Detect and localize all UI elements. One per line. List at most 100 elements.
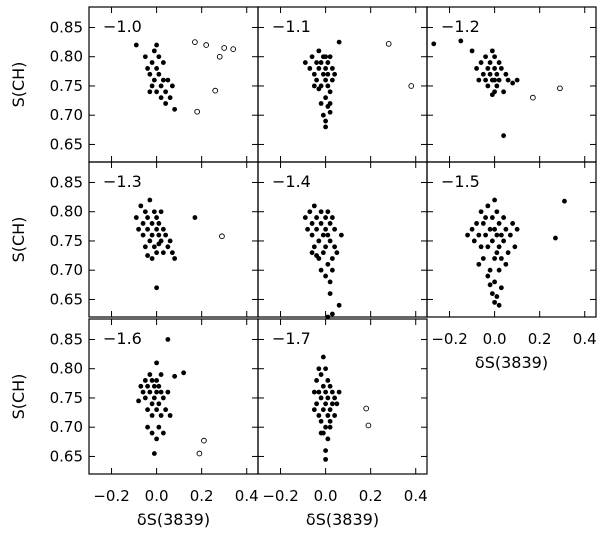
filled-data-point: [487, 71, 493, 77]
filled-data-point: [323, 215, 328, 220]
filled-data-point: [483, 54, 488, 60]
filled-data-point: [151, 383, 157, 389]
filled-data-point: [496, 302, 502, 308]
open-data-point: [219, 233, 225, 240]
filled-data-point: [487, 226, 493, 232]
filled-data-point: [334, 401, 340, 407]
filled-data-point: [154, 215, 160, 220]
filled-data-point: [323, 118, 328, 124]
filled-data-point: [332, 413, 338, 418]
filled-data-point: [145, 215, 150, 220]
filled-data-point: [512, 244, 518, 250]
filled-data-point: [316, 238, 322, 244]
filled-data-point: [498, 232, 504, 238]
filled-data-point: [483, 215, 488, 220]
y-tick-label: 0.75: [50, 232, 83, 250]
filled-data-point: [501, 133, 507, 139]
filled-data-point: [327, 54, 333, 60]
filled-data-point: [489, 92, 495, 98]
filled-data-point: [163, 407, 169, 413]
filled-data-point: [136, 398, 141, 404]
filled-data-point: [140, 389, 146, 395]
filled-data-point: [489, 238, 495, 244]
filled-data-point: [149, 221, 155, 226]
filled-data-point: [325, 413, 331, 418]
filled-data-point: [169, 250, 175, 256]
filled-data-point: [327, 418, 333, 424]
filled-data-point: [318, 221, 324, 226]
filled-data-point: [492, 66, 497, 71]
filled-data-point: [151, 77, 157, 83]
filled-data-point: [314, 60, 319, 65]
filled-data-point: [309, 54, 315, 60]
filled-data-point: [167, 95, 173, 101]
filled-data-point: [485, 273, 491, 279]
filled-data-point: [327, 221, 333, 226]
panel-label: −1.0: [103, 17, 142, 36]
filled-data-point: [325, 232, 331, 238]
x-tick-label: 0.2: [190, 487, 214, 505]
filled-data-point: [465, 232, 470, 238]
filled-data-point: [496, 267, 502, 273]
open-data-point: [201, 437, 207, 444]
y-tick-label: 0.75: [50, 77, 83, 95]
y-tick-label: 0.65: [50, 290, 83, 308]
filled-data-point: [160, 395, 166, 401]
filled-data-point: [316, 48, 322, 54]
panel-frame: [426, 161, 597, 318]
filled-data-point: [158, 413, 164, 418]
filled-data-point: [147, 238, 153, 244]
filled-data-point: [142, 244, 148, 250]
filled-data-point: [458, 38, 464, 44]
x-tick-label: 0.4: [235, 487, 259, 505]
filled-data-point: [320, 407, 326, 413]
panel-label: −1.6: [103, 329, 142, 348]
filled-data-point: [172, 373, 178, 379]
filled-data-point: [145, 253, 150, 258]
open-data-point: [365, 422, 372, 429]
filled-data-point: [151, 395, 157, 401]
filled-data-point: [476, 261, 482, 267]
filled-data-point: [314, 226, 319, 232]
filled-data-point: [323, 226, 328, 232]
x-tick-label: 0.4: [573, 330, 597, 348]
filled-data-point: [327, 383, 333, 389]
filled-data-point: [147, 71, 153, 77]
filled-data-point: [329, 267, 335, 273]
filled-data-point: [483, 232, 488, 238]
filled-data-point: [169, 83, 175, 89]
filled-data-point: [149, 60, 155, 65]
filled-data-point: [478, 244, 484, 250]
filled-data-point: [318, 395, 324, 401]
filled-data-point: [323, 124, 328, 130]
filled-data-point: [476, 77, 482, 83]
filled-data-point: [149, 232, 155, 238]
filled-data-point: [145, 66, 150, 71]
filled-data-point: [314, 215, 319, 220]
filled-data-point: [318, 372, 324, 377]
filled-data-point: [323, 273, 328, 279]
filled-data-point: [140, 232, 146, 238]
filled-data-point: [320, 354, 326, 360]
filled-data-point: [332, 244, 338, 250]
y-tick-label: 0.75: [50, 389, 83, 407]
filled-data-point: [142, 54, 148, 60]
y-tick-label: 0.65: [50, 447, 83, 465]
filled-data-point: [507, 232, 513, 238]
filled-data-point: [154, 250, 160, 256]
open-data-point: [194, 108, 201, 115]
filled-data-point: [167, 238, 173, 244]
open-data-point: [408, 83, 415, 89]
filled-data-point: [323, 366, 328, 372]
filled-data-point: [338, 232, 344, 238]
panel-label: −1.4: [272, 172, 311, 191]
filled-data-point: [311, 389, 317, 395]
open-data-point: [530, 94, 536, 101]
filled-data-point: [329, 77, 335, 83]
filled-data-point: [498, 285, 504, 291]
filled-data-point: [136, 226, 141, 232]
filled-data-point: [145, 407, 150, 413]
x-tick-label: 0.2: [359, 487, 383, 505]
filled-data-point: [327, 89, 333, 95]
filled-data-point: [156, 221, 162, 226]
